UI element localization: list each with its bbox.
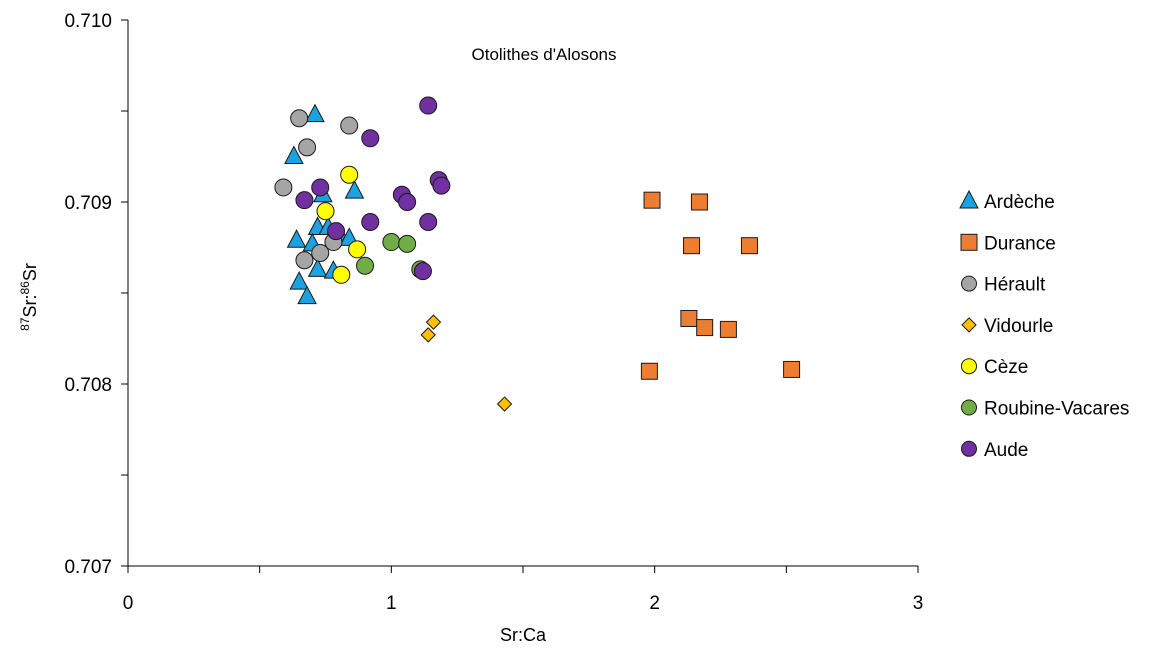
- data-point: [361, 213, 380, 232]
- data-points: [274, 96, 801, 412]
- legend-marker: [961, 399, 977, 416]
- data-point: [432, 176, 451, 195]
- legend-label: Vidourle: [984, 316, 1053, 337]
- series-durance: [640, 191, 801, 380]
- legend-item: Vidourle: [961, 316, 1053, 337]
- legend-label: Aude: [984, 440, 1028, 461]
- series-h-rault: [274, 109, 359, 270]
- data-point: [340, 165, 359, 184]
- legend-marker: [960, 233, 978, 251]
- data-point: [344, 180, 365, 199]
- data-point: [643, 191, 661, 209]
- data-point: [332, 265, 351, 284]
- legend-item: Roubine-Vacares: [961, 399, 1129, 420]
- data-point: [419, 96, 438, 115]
- x-tick-label: 1: [386, 593, 397, 614]
- legend-item: Ardèche: [959, 189, 1055, 213]
- data-point: [289, 271, 309, 290]
- data-point: [382, 233, 401, 252]
- legend-marker: [961, 440, 977, 457]
- data-point: [398, 193, 417, 211]
- x-tick-label: 0: [123, 593, 134, 614]
- data-point: [286, 229, 307, 248]
- legend-item: Hérault: [961, 275, 1046, 296]
- y-axis-title-mid: Sr:: [20, 294, 40, 317]
- data-point: [680, 309, 698, 327]
- data-point: [307, 258, 328, 277]
- data-point: [696, 319, 714, 337]
- data-point: [740, 237, 758, 255]
- y-axis-title-sup1: 87: [18, 317, 32, 331]
- data-point: [316, 202, 335, 221]
- x-tick-label: 2: [649, 593, 660, 614]
- x-tick-label: 3: [913, 593, 924, 614]
- series-aude: [295, 96, 451, 281]
- data-point: [425, 314, 442, 330]
- legend-marker: [959, 189, 979, 209]
- data-point: [420, 327, 436, 343]
- data-point: [783, 360, 801, 378]
- data-point: [413, 262, 432, 281]
- data-point: [297, 285, 317, 305]
- data-point: [295, 191, 314, 210]
- data-point: [719, 320, 737, 338]
- data-point: [284, 145, 304, 164]
- data-point: [311, 243, 330, 262]
- data-point: [295, 251, 314, 270]
- legend-label: Ardèche: [984, 192, 1055, 213]
- y-axis-title: 87Sr:86Sr: [18, 263, 40, 331]
- y-tick-label: 0.709: [64, 193, 112, 214]
- legend-label: Roubine-Vacares: [984, 399, 1129, 420]
- data-point: [419, 213, 438, 232]
- y-tick-label: 0.708: [64, 375, 112, 396]
- legend-marker: [961, 317, 977, 333]
- data-point: [361, 129, 380, 148]
- x-axis-title: Sr:Ca: [500, 625, 547, 645]
- y-axis-title-sup2: 86: [18, 281, 32, 295]
- data-point: [683, 237, 701, 255]
- series-vidourle: [420, 314, 513, 412]
- data-point: [327, 222, 346, 241]
- data-point: [311, 178, 330, 197]
- data-point: [690, 193, 708, 211]
- data-point: [496, 396, 513, 412]
- chart-title: Otolithes d'Alosons: [472, 45, 617, 64]
- legend-marker: [961, 275, 977, 292]
- data-point: [298, 138, 317, 157]
- data-point: [305, 103, 325, 123]
- data-point: [640, 362, 658, 380]
- data-point: [290, 109, 309, 128]
- data-point: [398, 234, 417, 253]
- series-c-ze: [316, 165, 367, 284]
- legend-label: Durance: [984, 233, 1056, 254]
- data-point: [356, 256, 374, 275]
- legend-item: Aude: [961, 440, 1028, 461]
- plot-area: 0.707 0.708 0.709 0.710 0 1 2 3: [64, 11, 923, 614]
- legend-label: Hérault: [984, 275, 1046, 296]
- data-point: [274, 178, 293, 197]
- legend-item: Durance: [960, 233, 1056, 254]
- y-tick-label: 0.710: [64, 11, 112, 32]
- y-axis-title-end: Sr: [20, 263, 40, 281]
- legend-label: Cèze: [984, 357, 1028, 378]
- legend: Ardèche Durance Hérault Vidourle Cèze Roubine…: [959, 189, 1129, 461]
- data-point: [348, 240, 367, 259]
- y-tick-label: 0.707: [64, 557, 112, 578]
- legend-marker: [961, 358, 977, 375]
- data-point: [340, 116, 359, 135]
- legend-item: Cèze: [961, 357, 1028, 378]
